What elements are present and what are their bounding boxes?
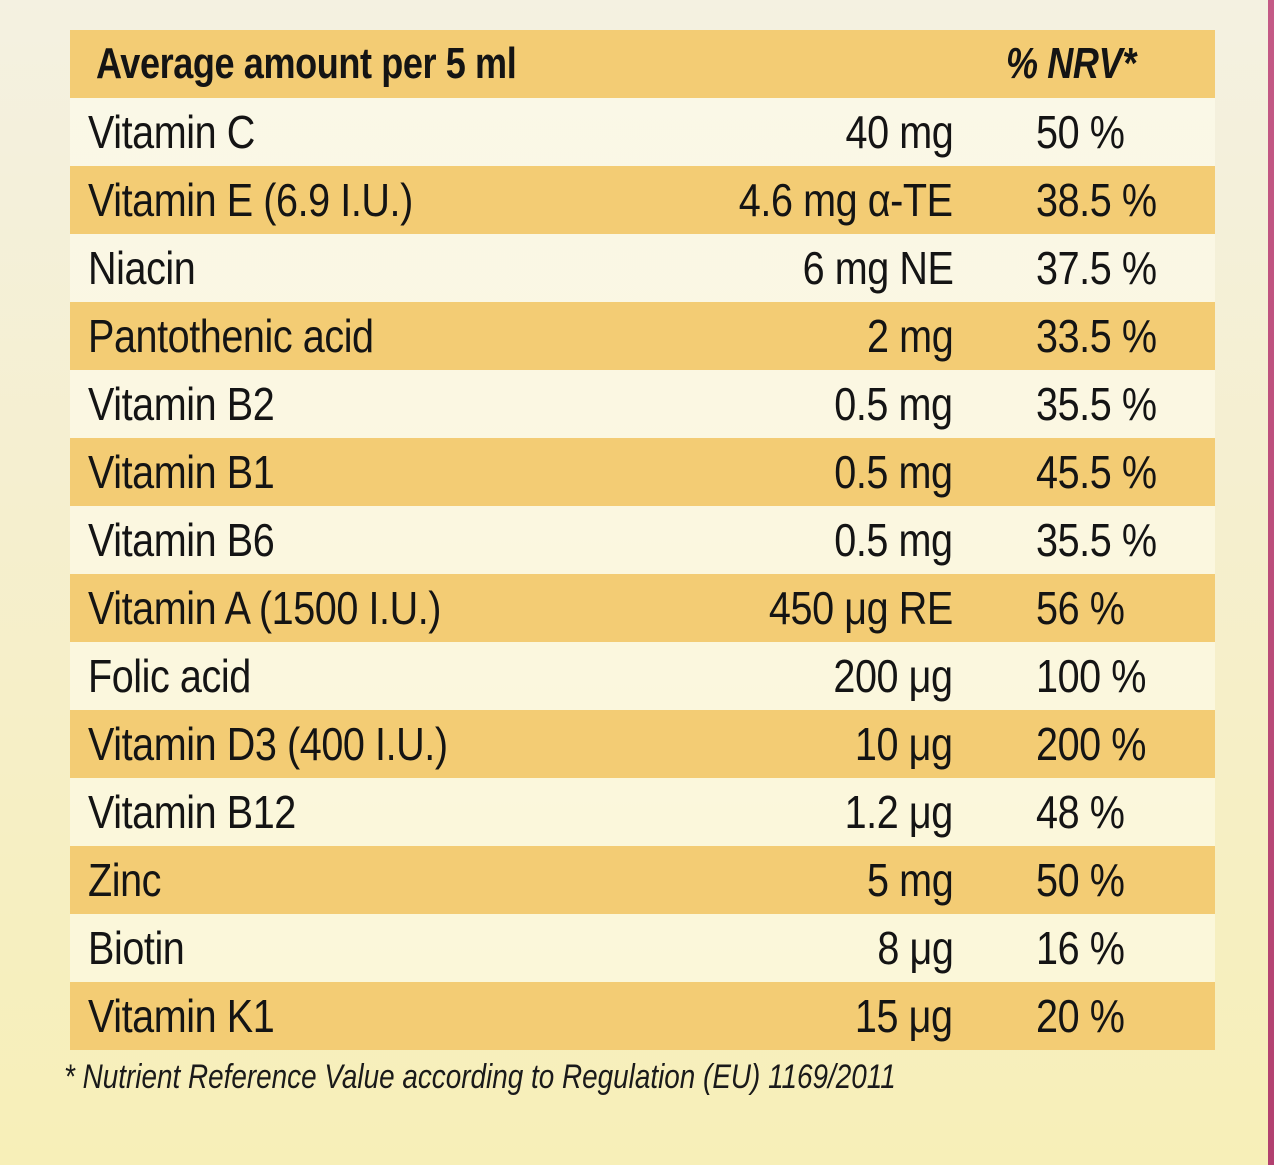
- nutrient-amount: 0.5 mg: [834, 378, 954, 430]
- nutrient-nrv: 33.5 %: [1036, 310, 1157, 362]
- header-amount-label: Average amount per 5 ml: [96, 39, 517, 88]
- nutrient-name: Folic acid: [88, 650, 251, 702]
- nutrient-amount: 6 mg NE: [802, 242, 953, 294]
- nutrient-name: Vitamin D3 (400 I.U.): [88, 718, 448, 770]
- nutrient-name: Niacin: [88, 242, 196, 294]
- nutrient-amount: 10 μg: [855, 718, 953, 770]
- nutrient-nrv: 48 %: [1036, 786, 1125, 838]
- nutrient-name: Vitamin B12: [88, 786, 296, 838]
- table-row: Folic acid 200 μg 100 %: [70, 642, 1215, 710]
- nutrient-nrv: 100 %: [1036, 650, 1147, 702]
- nutrient-amount: 1.2 μg: [844, 786, 954, 838]
- nutrient-amount: 8 μg: [876, 922, 954, 974]
- nutrient-amount: 0.5 mg: [834, 446, 954, 498]
- table-row: Vitamin E (6.9 I.U.) 4.6 mg α-TE 38.5 %: [70, 166, 1215, 234]
- nutrient-name: Vitamin K1: [88, 990, 275, 1042]
- table-header: Average amount per 5 ml % NRV*: [70, 30, 1215, 98]
- nutrient-name: Vitamin B6: [88, 514, 275, 566]
- nutrient-name: Vitamin A (1500 I.U.): [88, 582, 442, 634]
- nutrient-nrv: 38.5 %: [1036, 174, 1157, 226]
- nutrient-amount: 5 mg: [866, 854, 954, 906]
- nutrient-nrv: 37.5 %: [1036, 242, 1157, 294]
- nutrient-amount: 15 μg: [855, 990, 953, 1042]
- nutrient-amount: 2 mg: [866, 310, 954, 362]
- nutrient-name: Zinc: [88, 854, 162, 906]
- header-nrv-label: % NRV*: [1006, 39, 1136, 88]
- table-row: Vitamin B2 0.5 mg 35.5 %: [70, 370, 1215, 438]
- table-row: Niacin 6 mg NE 37.5 %: [70, 234, 1215, 302]
- table-row: Vitamin C 40 mg 50 %: [70, 98, 1215, 166]
- nutrient-amount: 40 mg: [845, 106, 953, 158]
- table-row: Biotin 8 μg 16 %: [70, 914, 1215, 982]
- table-row: Vitamin B1 0.5 mg 45.5 %: [70, 438, 1215, 506]
- nutrient-name: Pantothenic acid: [88, 310, 374, 362]
- nutrient-name: Vitamin B2: [88, 378, 275, 430]
- table-row: Pantothenic acid 2 mg 33.5 %: [70, 302, 1215, 370]
- nutrient-amount: 450 μg RE: [769, 582, 953, 634]
- nrv-footnote: * Nutrient Reference Value according to …: [64, 1058, 896, 1096]
- table-row: Vitamin K1 15 μg 20 %: [70, 982, 1215, 1050]
- nutrient-nrv: 35.5 %: [1036, 514, 1157, 566]
- nutrient-amount: 200 μg: [833, 650, 954, 702]
- nutrient-nrv: 45.5 %: [1036, 446, 1157, 498]
- table-row: Zinc 5 mg 50 %: [70, 846, 1215, 914]
- nutrient-name: Vitamin C: [88, 106, 255, 158]
- nutrient-nrv: 56 %: [1036, 582, 1125, 634]
- nutrient-nrv: 16 %: [1036, 922, 1125, 974]
- nutrient-amount: 0.5 mg: [834, 514, 954, 566]
- nutrient-nrv: 200 %: [1036, 718, 1147, 770]
- nutrient-nrv: 50 %: [1036, 854, 1125, 906]
- nutrient-name: Vitamin E (6.9 I.U.): [88, 174, 413, 226]
- nutrient-name: Biotin: [88, 922, 185, 974]
- nutrient-nrv: 20 %: [1036, 990, 1125, 1042]
- table-row: Vitamin B6 0.5 mg 35.5 %: [70, 506, 1215, 574]
- nutrition-table: Average amount per 5 ml % NRV* Vitamin C…: [70, 30, 1215, 1050]
- nutrient-name: Vitamin B1: [88, 446, 275, 498]
- package-edge: [1268, 0, 1274, 1165]
- nutrient-amount: 4.6 mg α-TE: [739, 174, 953, 226]
- table-row: Vitamin A (1500 I.U.) 450 μg RE 56 %: [70, 574, 1215, 642]
- table-row: Vitamin D3 (400 I.U.) 10 μg 200 %: [70, 710, 1215, 778]
- nutrient-nrv: 35.5 %: [1036, 378, 1157, 430]
- table-row: Vitamin B12 1.2 μg 48 %: [70, 778, 1215, 846]
- nutrient-nrv: 50 %: [1036, 106, 1125, 158]
